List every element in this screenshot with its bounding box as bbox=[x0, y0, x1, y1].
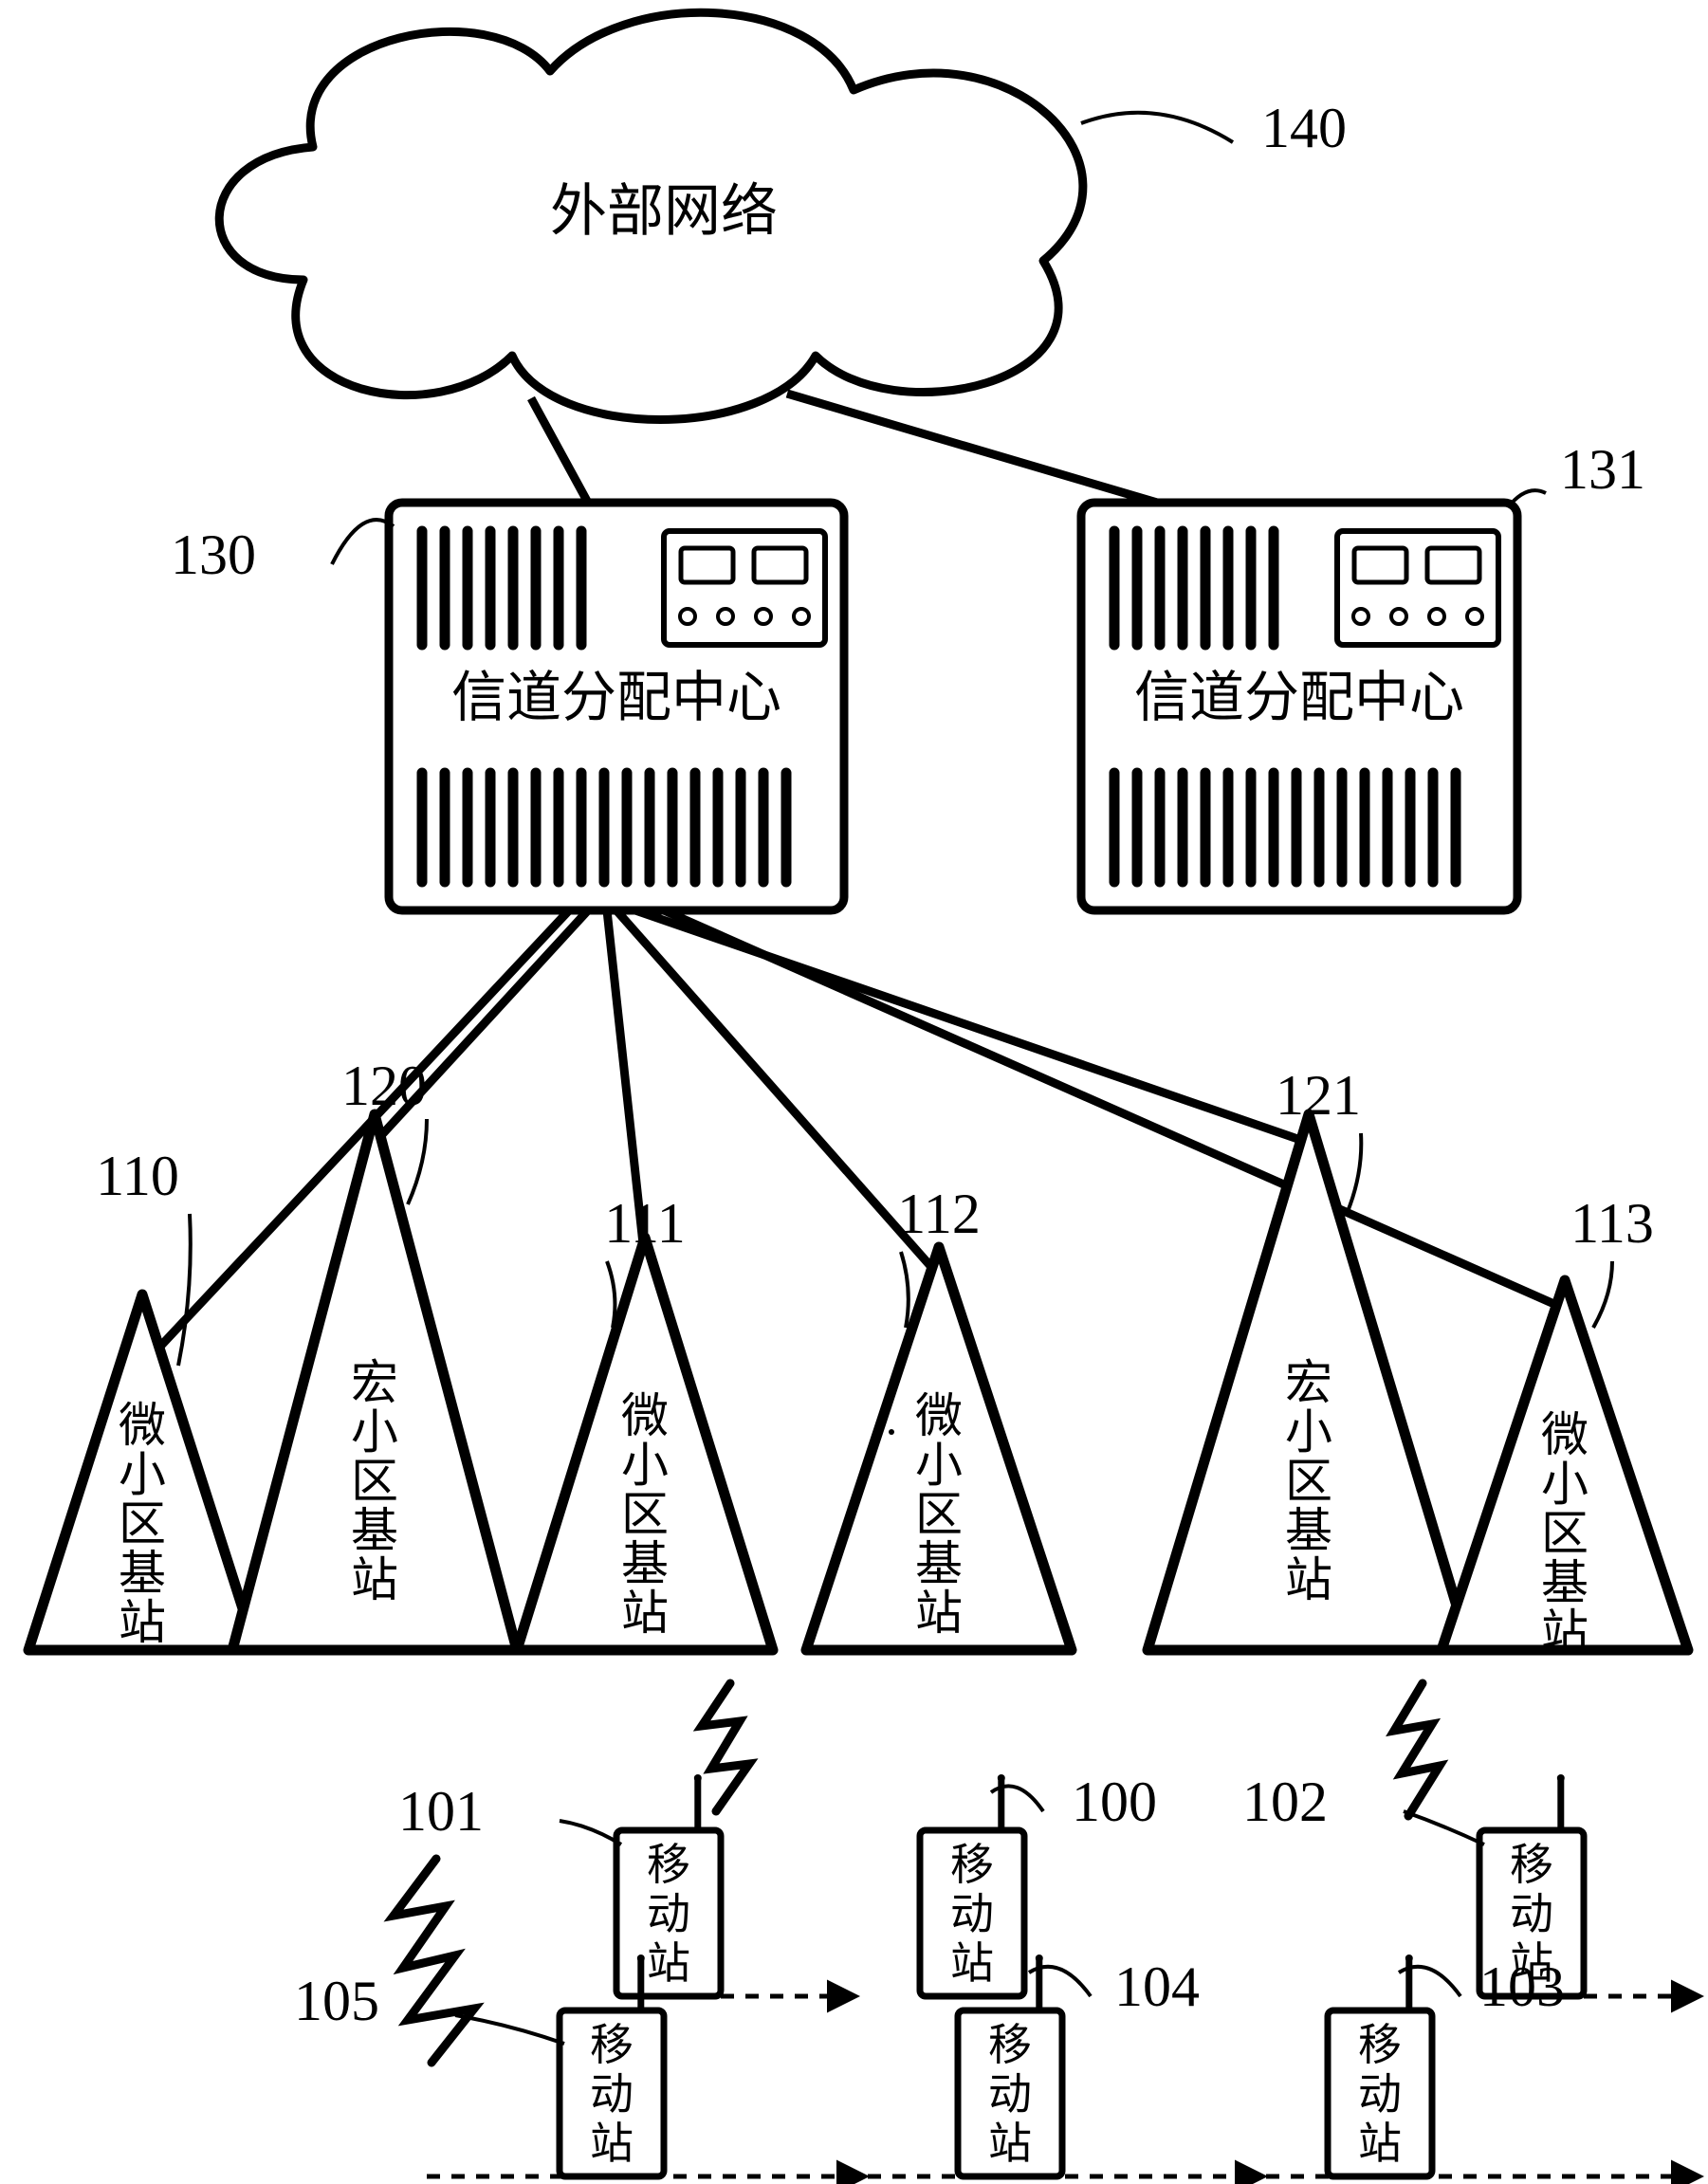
bs-label-char: 宏 bbox=[351, 1356, 398, 1409]
link-server-bs bbox=[664, 910, 1565, 1309]
ms-label-char: 移 bbox=[1358, 2021, 1402, 2069]
ms-label-char: 站 bbox=[988, 2120, 1032, 2168]
ms-label-char: 移 bbox=[590, 2021, 634, 2069]
bs-label-char: 区 bbox=[1541, 1507, 1589, 1560]
ms-label-char: 站 bbox=[950, 1939, 994, 1988]
bs-111: 微小区基站 111 bbox=[517, 1192, 773, 1650]
ms-101: 移动站 101 bbox=[398, 1774, 854, 1996]
ms-label-char: 动 bbox=[1358, 2070, 1402, 2119]
ref-140: 140 bbox=[1261, 97, 1347, 159]
bs-label-char: 站 bbox=[119, 1596, 166, 1649]
bs-112: 微小区基站 112 bbox=[806, 1183, 1072, 1650]
link-cloud-server bbox=[787, 394, 1157, 503]
ref-102: 102 bbox=[1242, 1771, 1328, 1833]
bs-label-char: 站 bbox=[1285, 1553, 1332, 1606]
bs-label-char: 站 bbox=[1541, 1606, 1589, 1659]
bs-label-char: 小 bbox=[1541, 1458, 1589, 1511]
bs-121: 宏小区基站 121 bbox=[1148, 1064, 1470, 1650]
bs-110: 微小区基站 110 bbox=[28, 1145, 256, 1650]
ref-121: 121 bbox=[1276, 1064, 1361, 1127]
ms-label-char: 站 bbox=[1358, 2120, 1402, 2168]
ms-label-char: 站 bbox=[647, 1939, 690, 1988]
bs-label-char: 微 bbox=[621, 1389, 669, 1442]
ref-105: 105 bbox=[294, 1970, 379, 2032]
bs-label-char: 基 bbox=[1541, 1556, 1589, 1609]
bs-label-char: 区 bbox=[351, 1455, 398, 1508]
lightning-icon bbox=[702, 1683, 749, 1811]
ref-112: 112 bbox=[897, 1183, 981, 1245]
bs-label-char: 小 bbox=[621, 1439, 669, 1492]
bs-label-char: 小 bbox=[1285, 1405, 1332, 1459]
ref-101: 101 bbox=[398, 1780, 484, 1843]
ms-102: 移动站102 bbox=[1242, 1771, 1698, 1996]
bs-label-char: 宏 bbox=[1285, 1356, 1332, 1409]
ms-label-char: 移 bbox=[1510, 1841, 1553, 1889]
bs-label-char: 基 bbox=[621, 1537, 669, 1590]
ms-label-char: 动 bbox=[988, 2070, 1032, 2119]
server-130: 信道分配中心 130 bbox=[171, 503, 844, 910]
bs-label-char: 微 bbox=[1541, 1408, 1589, 1461]
link-cloud-server bbox=[531, 398, 588, 503]
server-label: 信道分配中心 bbox=[451, 667, 781, 728]
ref-130: 130 bbox=[171, 523, 256, 586]
cloud-label: 外部网络 bbox=[550, 180, 778, 243]
server-131: 信道分配中心 131 bbox=[1081, 438, 1645, 910]
ref-111: 111 bbox=[604, 1192, 686, 1255]
bs-label-char: 站 bbox=[351, 1553, 398, 1606]
ref-104: 104 bbox=[1114, 1955, 1200, 2018]
ms-label-char: 动 bbox=[950, 1890, 994, 1938]
bs-label-char: 区 bbox=[915, 1488, 963, 1541]
bs-label-char: 小 bbox=[915, 1439, 963, 1492]
bs-label-char: 基 bbox=[915, 1537, 963, 1590]
lightning-icon bbox=[394, 1859, 474, 2063]
ms-label-char: 移 bbox=[647, 1841, 690, 1889]
ref-120: 120 bbox=[341, 1055, 427, 1117]
ref-113: 113 bbox=[1570, 1192, 1654, 1255]
cloud-external-network: 外部网络 140 bbox=[219, 12, 1347, 419]
decorative-dot bbox=[889, 1429, 894, 1435]
ref-110: 110 bbox=[96, 1145, 179, 1207]
bs-label-char: 微 bbox=[915, 1389, 963, 1442]
decorative-dot bbox=[874, 1429, 880, 1435]
bs-label-char: 站 bbox=[621, 1587, 669, 1640]
ms-label-char: 动 bbox=[1510, 1890, 1553, 1938]
ms-label-char: 动 bbox=[647, 1890, 690, 1938]
bs-120: 宏小区基站 120 bbox=[232, 1055, 517, 1650]
ref-131: 131 bbox=[1560, 438, 1645, 501]
bs-label-char: 区 bbox=[621, 1488, 669, 1541]
bs-label-char: 小 bbox=[351, 1405, 398, 1459]
bs-label-char: 区 bbox=[119, 1497, 166, 1551]
bs-113: 微小区基站 113 bbox=[1442, 1192, 1688, 1659]
bs-label-char: 基 bbox=[119, 1547, 166, 1600]
ms-label-char: 移 bbox=[988, 2021, 1032, 2069]
bs-label-char: 基 bbox=[1285, 1504, 1332, 1557]
bs-label-char: 站 bbox=[915, 1587, 963, 1640]
ms-105: 移动站 105 bbox=[294, 1955, 664, 2176]
ms-label-char: 动 bbox=[590, 2070, 634, 2119]
ref-100: 100 bbox=[1072, 1771, 1157, 1833]
lightning-icon bbox=[1394, 1683, 1440, 1816]
bs-label-char: 微 bbox=[119, 1399, 166, 1452]
ms-103: 移动站 103 bbox=[1328, 1955, 1565, 2176]
ms-label-char: 移 bbox=[950, 1841, 994, 1889]
bs-label-char: 区 bbox=[1285, 1455, 1332, 1508]
server-label: 信道分配中心 bbox=[1134, 667, 1464, 728]
bs-label-char: 小 bbox=[119, 1448, 166, 1501]
ms-label-char: 站 bbox=[590, 2120, 634, 2168]
ref-103: 103 bbox=[1479, 1955, 1565, 2018]
bs-label-char: 基 bbox=[351, 1504, 398, 1557]
